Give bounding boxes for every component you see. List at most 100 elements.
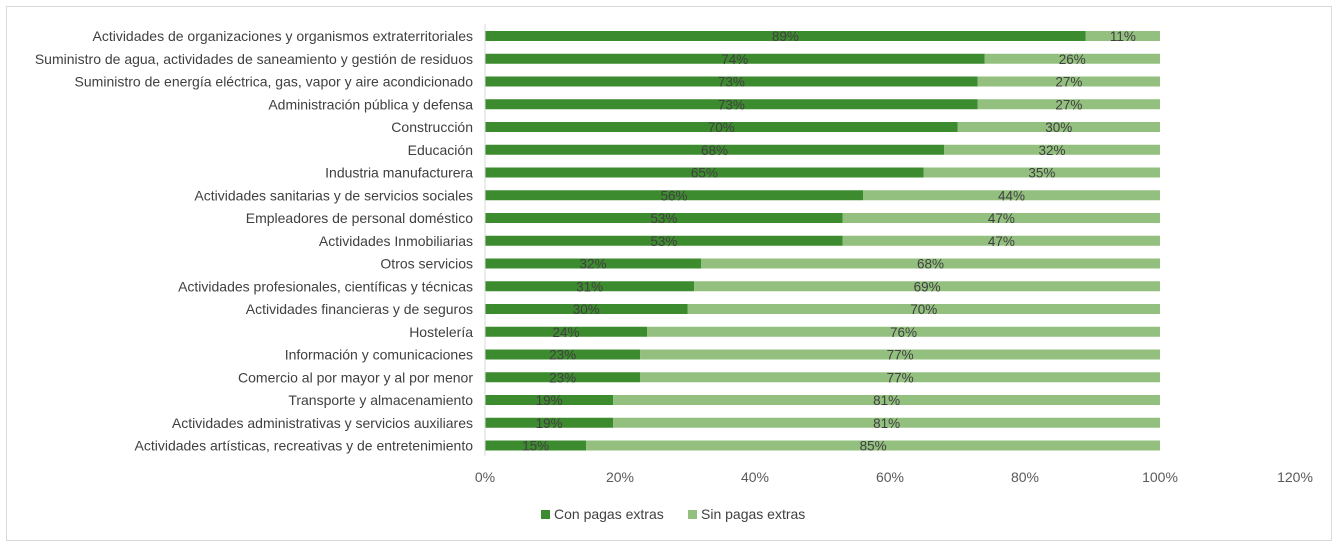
legend: Con pagas extras Sin pagas extras — [541, 506, 805, 522]
bar-con-pagas-extras — [485, 99, 978, 110]
bar-con-pagas-extras — [485, 326, 647, 337]
bar-sin-pagas-extras — [842, 235, 1160, 246]
bar-sin-pagas-extras — [923, 167, 1160, 178]
data-label: 68% — [701, 143, 728, 158]
x-tick-label: 60% — [876, 469, 904, 485]
data-label: 35% — [1028, 166, 1055, 181]
data-label: 19% — [536, 393, 563, 408]
category-labels: Actividades de organizaciones y organism… — [35, 28, 473, 454]
x-tick-label: 80% — [1011, 469, 1039, 485]
bar-sin-pagas-extras — [1085, 31, 1160, 41]
bar-con-pagas-extras — [485, 144, 944, 155]
bar-con-pagas-extras — [485, 349, 641, 360]
data-label: 69% — [914, 279, 941, 294]
data-label: 89% — [772, 29, 799, 44]
bar-sin-pagas-extras — [694, 281, 1160, 292]
bar-sin-pagas-extras — [640, 372, 1160, 383]
data-label: 24% — [552, 325, 579, 340]
data-label: 68% — [917, 257, 944, 272]
bar-con-pagas-extras — [485, 122, 958, 132]
category-label: Actividades artísticas, recreativas y de… — [135, 438, 474, 454]
x-tick-label: 20% — [606, 469, 634, 485]
category-label: Transporte y almacenamiento — [288, 392, 473, 408]
bar-sin-pagas-extras — [944, 144, 1160, 155]
category-label: Otros servicios — [380, 256, 473, 272]
data-label: 32% — [579, 257, 606, 272]
category-label: Comercio al por mayor y al por menor — [238, 369, 473, 385]
data-label: 65% — [691, 166, 718, 181]
data-label: 11% — [1110, 29, 1136, 44]
bar-con-pagas-extras — [485, 440, 587, 451]
bars — [485, 31, 1160, 451]
data-label: 30% — [573, 302, 600, 317]
data-label: 47% — [988, 211, 1015, 226]
category-label: Actividades sanitarias y de servicios so… — [194, 187, 473, 203]
x-tick-label: 100% — [1142, 469, 1178, 485]
category-label: Actividades de organizaciones y organism… — [92, 28, 473, 44]
bar-sin-pagas-extras — [977, 76, 1160, 87]
bar-con-pagas-extras — [485, 395, 614, 405]
data-label: 26% — [1059, 52, 1086, 67]
data-label: 27% — [1055, 97, 1082, 112]
data-label: 15% — [522, 439, 549, 454]
bar-sin-pagas-extras — [687, 304, 1160, 314]
bar-sin-pagas-extras — [647, 326, 1160, 337]
bar-sin-pagas-extras — [863, 190, 1160, 201]
category-label: Información y comunicaciones — [285, 347, 473, 363]
bar-sin-pagas-extras — [613, 395, 1160, 405]
x-tick-label: 40% — [741, 469, 769, 485]
data-label: 30% — [1045, 120, 1072, 135]
bar-sin-pagas-extras — [957, 122, 1160, 132]
category-label: Actividades administrativas y servicios … — [172, 415, 473, 431]
bar-sin-pagas-extras — [701, 258, 1160, 269]
legend-swatch — [541, 510, 550, 519]
data-label: 23% — [549, 348, 576, 363]
legend-label: Sin pagas extras — [701, 506, 805, 522]
bar-con-pagas-extras — [485, 76, 978, 87]
data-label: 77% — [887, 348, 914, 363]
x-tick-label: 0% — [475, 469, 495, 485]
bar-con-pagas-extras — [485, 372, 641, 383]
data-label: 53% — [650, 211, 677, 226]
data-label: 56% — [660, 188, 687, 203]
data-label: 81% — [873, 393, 900, 408]
legend-label: Con pagas extras — [554, 506, 664, 522]
bar-sin-pagas-extras — [586, 440, 1160, 451]
x-tick-label: 120% — [1277, 469, 1313, 485]
chart-frame — [6, 6, 1332, 541]
data-label: 70% — [910, 302, 937, 317]
category-label: Suministro de energía eléctrica, gas, va… — [75, 74, 474, 90]
data-label: 70% — [708, 120, 735, 135]
bar-con-pagas-extras — [485, 281, 695, 292]
data-label: 27% — [1055, 75, 1082, 90]
bar-con-pagas-extras — [485, 53, 985, 64]
bar-sin-pagas-extras — [977, 99, 1160, 110]
bar-sin-pagas-extras — [640, 349, 1160, 360]
data-label: 44% — [998, 188, 1025, 203]
bar-con-pagas-extras — [485, 213, 843, 223]
data-label: 74% — [721, 52, 748, 67]
category-label: Suministro de agua, actividades de sanea… — [35, 51, 473, 67]
category-label: Hostelería — [409, 324, 473, 340]
data-label: 32% — [1038, 143, 1065, 158]
category-label: Actividades financieras y de seguros — [246, 301, 473, 317]
data-label: 73% — [718, 75, 745, 90]
bar-con-pagas-extras — [485, 258, 701, 269]
bar-sin-pagas-extras — [613, 417, 1160, 428]
data-label: 77% — [887, 370, 914, 385]
data-labels: 89% 11% 74% 26% 73% 27% 73% 27% 70% 30% 68% 32% 65% 3… — [522, 29, 1136, 454]
bar-con-pagas-extras — [485, 235, 843, 246]
category-label: Empleadores de personal doméstico — [246, 210, 473, 226]
bar-con-pagas-extras — [485, 167, 924, 178]
category-label: Educación — [408, 142, 473, 158]
category-label: Industria manufacturera — [325, 165, 473, 181]
data-label: 47% — [988, 234, 1015, 249]
data-label: 73% — [718, 97, 745, 112]
data-label: 23% — [549, 370, 576, 385]
category-label: Actividades profesionales, científicas y… — [178, 278, 473, 294]
data-label: 53% — [650, 234, 677, 249]
bar-con-pagas-extras — [485, 304, 688, 314]
bar-con-pagas-extras — [485, 190, 863, 201]
data-label: 31% — [576, 279, 603, 294]
